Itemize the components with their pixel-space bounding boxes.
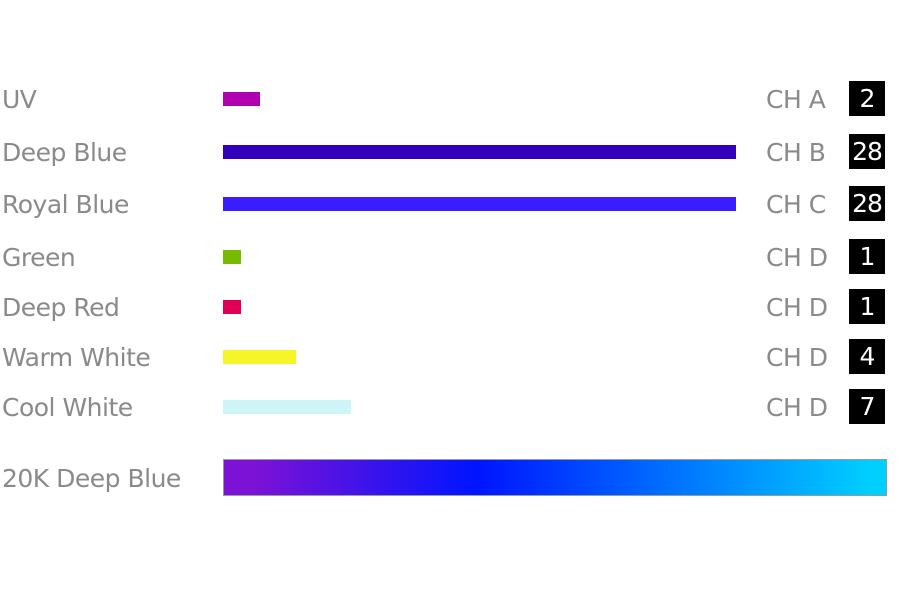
channel-value-badge: 28 xyxy=(849,134,885,169)
channel-id: CH D xyxy=(766,243,828,272)
channel-level-bar xyxy=(223,300,241,314)
spectrum-row: 20K Deep Blue xyxy=(0,458,900,498)
channel-row: UV CH A 2 xyxy=(0,79,900,119)
channel-id: CH C xyxy=(766,190,826,219)
channel-level-bar xyxy=(223,197,736,211)
channel-level-bar xyxy=(223,145,736,159)
channel-id: CH D xyxy=(766,343,828,372)
channel-value-badge: 28 xyxy=(849,186,885,221)
channel-label: Cool White xyxy=(2,393,133,422)
channel-value-badge: 1 xyxy=(849,289,885,324)
channel-level-bar xyxy=(223,350,296,364)
channel-label: Warm White xyxy=(2,343,151,372)
channel-row: Cool White CH D 7 xyxy=(0,387,900,427)
channel-id: CH B xyxy=(766,138,826,167)
channel-label: Deep Blue xyxy=(2,138,127,167)
channel-label: Green xyxy=(2,243,76,272)
channel-value-badge: 4 xyxy=(849,339,885,374)
channel-label: Royal Blue xyxy=(2,190,129,219)
channel-row: Deep Red CH D 1 xyxy=(0,287,900,327)
channel-id: CH D xyxy=(766,293,828,322)
channel-value-badge: 2 xyxy=(849,81,885,116)
channel-row: Deep Blue CH B 28 xyxy=(0,132,900,172)
channel-value-badge: 7 xyxy=(849,389,885,424)
spectrum-gradient-bar xyxy=(223,459,887,496)
channel-row: Green CH D 1 xyxy=(0,237,900,277)
channel-row: Royal Blue CH C 28 xyxy=(0,184,900,224)
channel-label: UV xyxy=(2,85,37,114)
channel-level-bar xyxy=(223,92,260,106)
channel-level-bar xyxy=(223,400,351,414)
channel-label: Deep Red xyxy=(2,293,120,322)
channel-value-badge: 1 xyxy=(849,239,885,274)
channel-id: CH A xyxy=(766,85,826,114)
channel-level-bar xyxy=(223,250,241,264)
channel-row: Warm White CH D 4 xyxy=(0,337,900,377)
spectrum-label: 20K Deep Blue xyxy=(2,464,181,493)
channel-id: CH D xyxy=(766,393,828,422)
